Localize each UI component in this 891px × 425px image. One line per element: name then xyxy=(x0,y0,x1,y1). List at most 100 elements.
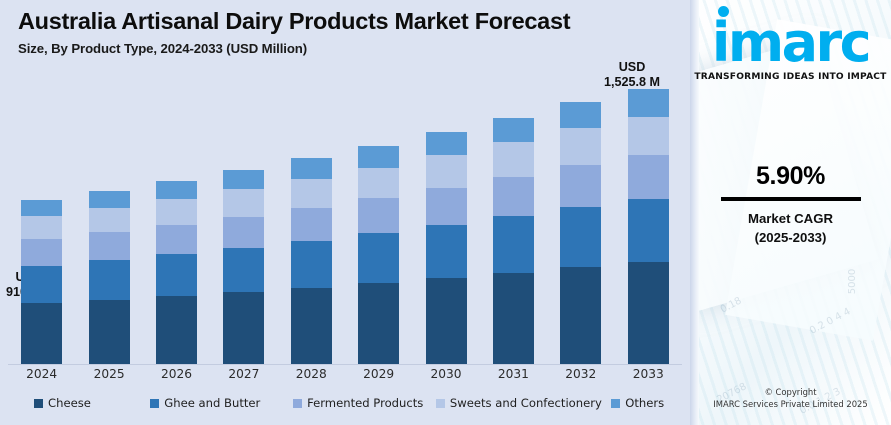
bar-segment[interactable] xyxy=(492,176,534,217)
bar-segment[interactable] xyxy=(223,247,265,293)
legend-item[interactable]: Cheese xyxy=(34,396,150,410)
stacked-bar[interactable] xyxy=(358,145,400,364)
bar-segment[interactable] xyxy=(425,278,467,364)
legend-label: Ghee and Butter xyxy=(164,396,261,410)
brand-panel-content: imarc TRANSFORMING IDEAS INTO IMPACT 5.9… xyxy=(690,0,891,425)
bar-group[interactable] xyxy=(412,60,479,364)
bar-segment[interactable] xyxy=(223,292,265,364)
bar-segment[interactable] xyxy=(627,116,669,156)
bar-segment[interactable] xyxy=(492,142,534,177)
bar-segment[interactable] xyxy=(560,206,602,267)
stacked-bar[interactable] xyxy=(21,200,63,364)
bar-segment[interactable] xyxy=(21,216,63,240)
bar-segment[interactable] xyxy=(155,180,197,200)
stacked-bar[interactable] xyxy=(88,190,130,364)
bar-group[interactable] xyxy=(8,60,75,364)
stacked-bar[interactable] xyxy=(223,169,265,364)
bar-segment[interactable] xyxy=(560,266,602,364)
cagr-value: 5.90% xyxy=(756,162,825,190)
bar-segment[interactable] xyxy=(627,199,669,263)
bar-segment[interactable] xyxy=(155,199,197,225)
bar-segment[interactable] xyxy=(560,101,602,128)
bar-segment[interactable] xyxy=(627,89,669,117)
bar-segment[interactable] xyxy=(21,239,63,266)
bar-segment[interactable] xyxy=(223,216,265,248)
bar-segment[interactable] xyxy=(560,127,602,165)
bar-segment[interactable] xyxy=(560,164,602,207)
bar-group[interactable] xyxy=(615,60,682,364)
stacked-bar[interactable] xyxy=(560,101,602,364)
bar-segment[interactable] xyxy=(492,117,534,143)
bar-series-container xyxy=(8,60,682,364)
bar-segment[interactable] xyxy=(358,283,400,364)
cagr-period: (2025-2033) xyxy=(754,229,827,245)
bar-segment[interactable] xyxy=(21,200,63,217)
stacked-bar[interactable] xyxy=(492,117,534,364)
bar-segment[interactable] xyxy=(358,233,400,284)
x-axis-tick-label: 2029 xyxy=(363,367,395,381)
stacked-bar[interactable] xyxy=(290,158,332,364)
panel-left-edge xyxy=(690,0,699,425)
legend-item[interactable]: Others xyxy=(611,396,690,410)
bar-segment[interactable] xyxy=(290,287,332,364)
bar-segment[interactable] xyxy=(290,240,332,288)
bar-segment[interactable] xyxy=(88,260,130,300)
bar-group[interactable] xyxy=(75,60,142,364)
bar-group[interactable] xyxy=(278,60,345,364)
imarc-logo: imarc TRANSFORMING IDEAS INTO IMPACT xyxy=(690,6,891,82)
bar-segment[interactable] xyxy=(223,169,265,190)
stacked-bar[interactable] xyxy=(627,89,669,364)
bar-segment[interactable] xyxy=(290,178,332,208)
bar-segment[interactable] xyxy=(492,216,534,273)
callout-last-currency: USD xyxy=(618,60,646,74)
bar-group[interactable] xyxy=(480,60,547,364)
bar-group[interactable] xyxy=(345,60,412,364)
bar-segment[interactable] xyxy=(627,155,669,200)
bar-segment[interactable] xyxy=(358,145,400,168)
bar-segment[interactable] xyxy=(492,272,534,364)
bar-segment[interactable] xyxy=(425,132,467,156)
chart-panel: Australia Artisanal Dairy Products Marke… xyxy=(0,8,690,410)
legend-item[interactable]: Sweets and Confectionery xyxy=(435,396,611,410)
bar-group[interactable] xyxy=(210,60,277,364)
callout-last-year: USD 1,525.8 M xyxy=(604,60,660,90)
stacked-bar[interactable] xyxy=(425,132,467,364)
bar-segment[interactable] xyxy=(425,224,467,279)
bar-segment[interactable] xyxy=(155,254,197,297)
x-axis-tick-label: 2032 xyxy=(565,367,597,381)
legend-item[interactable]: Fermented Products xyxy=(293,396,436,410)
page-subtitle: Size, By Product Type, 2024-2033 (USD Mi… xyxy=(18,41,308,57)
bar-segment[interactable] xyxy=(627,262,669,364)
x-axis-line xyxy=(8,364,682,365)
bar-segment[interactable] xyxy=(88,190,130,209)
x-axis-labels: 2024 2025 2026 2027 2028 2029 2030 2031 2032 2033 xyxy=(8,367,682,381)
bar-group[interactable] xyxy=(143,60,210,364)
bar-segment[interactable] xyxy=(88,232,130,261)
bar-segment[interactable] xyxy=(223,189,265,217)
brand-panel: 0.18 0.2 0 4 4 20768 0.0 1 2 3 5000 imar… xyxy=(690,0,891,425)
bar-segment[interactable] xyxy=(290,158,332,179)
plot-area: USD 910.9 M USD 1,525.8 M xyxy=(0,60,690,365)
stacked-bar[interactable] xyxy=(155,180,197,364)
copyright-line-2: IMARC Services Private Limited 2025 xyxy=(713,399,868,410)
x-axis-tick-label: 2031 xyxy=(497,367,529,381)
legend-item[interactable]: Ghee and Butter xyxy=(150,396,293,410)
bar-segment[interactable] xyxy=(358,167,400,199)
bar-segment[interactable] xyxy=(155,296,197,364)
bar-segment[interactable] xyxy=(425,155,467,188)
imarc-logo-dot-icon xyxy=(717,6,729,17)
page-title: Australia Artisanal Dairy Products Marke… xyxy=(18,8,571,34)
cagr-label: Market CAGR xyxy=(747,210,833,226)
bar-segment[interactable] xyxy=(88,208,130,233)
bar-segment[interactable] xyxy=(88,299,130,364)
chart-legend: Cheese Ghee and Butter Fermented Products S… xyxy=(0,396,690,410)
bar-segment[interactable] xyxy=(21,265,63,304)
bar-segment[interactable] xyxy=(155,224,197,255)
bar-segment[interactable] xyxy=(425,187,467,225)
bar-segment[interactable] xyxy=(358,198,400,233)
x-axis-tick-label: 2026 xyxy=(160,367,192,381)
bar-group[interactable] xyxy=(547,60,614,364)
bar-segment[interactable] xyxy=(290,207,332,241)
bar-segment[interactable] xyxy=(21,303,63,364)
